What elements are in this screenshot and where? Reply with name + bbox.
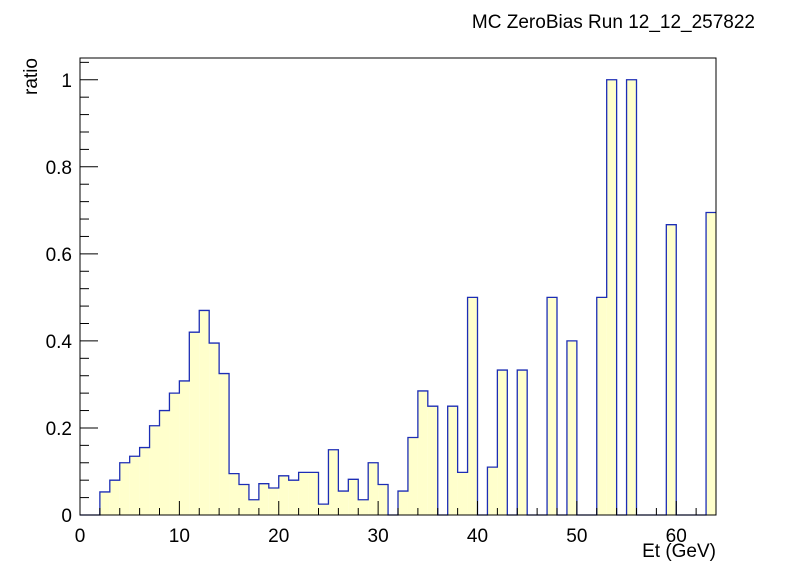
histogram-bin: [467, 297, 478, 515]
histogram-bin: [626, 79, 637, 515]
histogram-bin: [159, 410, 170, 515]
histogram-bin: [229, 473, 239, 515]
y-tick-label: 0.4: [46, 332, 73, 353]
histogram-bin: [368, 462, 379, 515]
histogram-bin: [348, 479, 359, 515]
x-tick-label: 0: [75, 526, 86, 547]
histogram-bin: [318, 504, 329, 515]
histogram-bin: [606, 79, 617, 515]
histogram-bin: [427, 406, 438, 515]
histogram-bin: [278, 475, 289, 515]
histogram-bin: [99, 491, 110, 515]
x-tick-label: 10: [169, 526, 190, 547]
histogram-bin: [209, 343, 220, 515]
histogram-bin: [338, 491, 349, 515]
x-tick-label: 40: [467, 526, 488, 547]
histogram-bin: [288, 480, 299, 515]
histogram-bin: [378, 484, 389, 515]
histogram-bin: [407, 437, 418, 515]
y-tick-label: 1: [61, 71, 72, 92]
histogram-bars: [99, 79, 716, 515]
histogram-bin: [398, 491, 408, 515]
histogram-outline: [80, 79, 716, 516]
histogram-bin: [139, 447, 150, 515]
x-tick-label: 60: [666, 526, 687, 547]
histogram-bin: [149, 425, 160, 515]
histogram-bin: [189, 332, 200, 515]
histogram-bin: [596, 297, 607, 515]
y-tick-label: 0.6: [46, 245, 72, 266]
histogram-bin: [666, 224, 677, 515]
histogram-bin: [487, 467, 498, 515]
x-tick-label: 30: [368, 526, 389, 547]
histogram-bin: [457, 472, 468, 515]
histogram-bin: [417, 390, 428, 515]
histogram-bin: [268, 488, 279, 515]
histogram-bin: [328, 449, 339, 515]
histogram-bin: [179, 380, 190, 515]
histogram-bin: [129, 456, 140, 515]
y-axis: 0 0.2 0.4 0.6 0.8 1: [46, 61, 98, 527]
x-axis-label: Et (GeV): [642, 541, 716, 562]
histogram-bin: [109, 480, 120, 515]
histogram-bin: [119, 462, 130, 515]
histogram-bin: [308, 472, 319, 515]
y-tick-label: 0.2: [46, 419, 72, 440]
histogram-bin: [219, 373, 230, 515]
y-tick-label: 0.8: [46, 158, 72, 179]
histogram-bin: [547, 297, 557, 515]
x-axis: 0 10 20 30 40 50 60: [75, 501, 717, 547]
histogram-bin: [298, 472, 309, 515]
histogram-bin: [248, 499, 259, 515]
histogram-bin: [517, 370, 528, 515]
histogram-bin: [169, 393, 180, 515]
histogram-bin: [258, 483, 269, 515]
chart-title: MC ZeroBias Run 12_12_257822: [472, 12, 755, 33]
x-tick-label: 20: [268, 526, 289, 547]
y-tick-label: 0: [61, 506, 72, 527]
y-axis-label: ratio: [21, 58, 42, 95]
histogram-bin: [566, 340, 577, 515]
histogram-bin: [358, 499, 369, 515]
histogram-bin: [497, 370, 508, 515]
histogram-bin: [199, 310, 210, 515]
histogram-bin: [706, 212, 716, 515]
x-tick-label: 50: [566, 526, 587, 547]
histogram-bin: [447, 406, 458, 515]
histogram-bin: [239, 484, 249, 515]
